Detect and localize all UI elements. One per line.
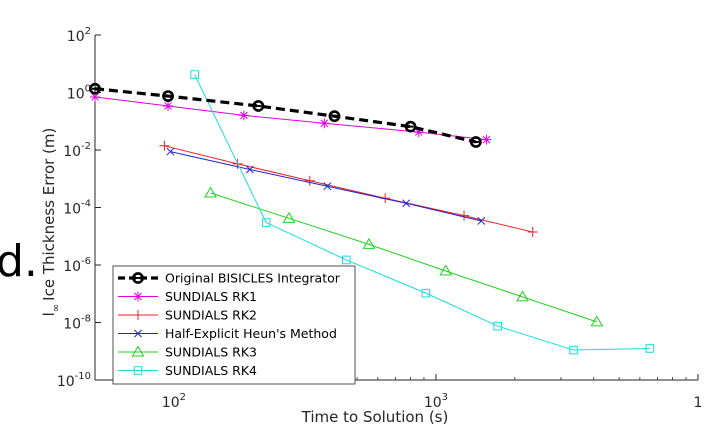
legend-marker-5	[133, 366, 143, 375]
series-line-2	[164, 145, 533, 233]
series-3-point-1	[245, 165, 254, 174]
series-layer	[89, 70, 655, 355]
series-5-point-6	[645, 344, 655, 353]
legend-label-4: SUNDIALS RK3	[165, 345, 257, 360]
series-4-point-5	[590, 315, 604, 327]
y-axis-label-main: Ice Thickness Error (m)	[40, 128, 58, 301]
x-tick-label: 102	[162, 392, 186, 411]
series-2-point-0	[159, 140, 170, 151]
series-0-point-2	[252, 100, 265, 112]
series-1-point-5	[481, 134, 492, 145]
series-3-point-2	[323, 182, 332, 191]
series-0-point-1	[162, 90, 174, 102]
series-line-5	[194, 74, 650, 351]
series-3	[166, 147, 486, 225]
legend-box	[112, 265, 356, 385]
y-tick-label: 10-2	[63, 141, 91, 160]
axes: 102 103 1 10-10 10-8 10-6 10-4 10-2 100 102	[57, 26, 703, 411]
series-line-1	[94, 96, 487, 141]
legend-label-2: SUNDIALS RK2	[165, 308, 257, 323]
series-4-point-0	[204, 186, 217, 198]
series-0-point-4	[404, 120, 417, 133]
legend-label-3: Half-Explicit Heun's Method	[165, 326, 337, 341]
y-tick-label: 100	[67, 84, 91, 103]
series-3-point-3	[402, 199, 411, 208]
y-axis-label-subscript: ∞	[51, 304, 62, 312]
series-5	[190, 70, 655, 355]
legend-label-1: SUNDIALS RK1	[165, 289, 257, 304]
legend-marker-2	[133, 310, 143, 320]
x-axis-label: Time to Solution (s)	[301, 408, 449, 426]
series-4-point-4	[516, 290, 529, 302]
series-5-point-3	[421, 288, 431, 298]
legend-marker-0	[132, 272, 144, 284]
series-0	[89, 82, 482, 148]
series-3-point-4	[477, 217, 486, 225]
series-1	[90, 91, 492, 145]
legend: Original BISICLES Integrator SUNDIALS RK1…	[112, 265, 356, 385]
series-line-4	[210, 192, 597, 323]
y-axis-label: l∞ Ice Thickness Error (m)	[40, 128, 62, 317]
x-tick-label: 1	[694, 395, 703, 411]
series-1-point-4	[413, 127, 424, 138]
series-0-point-0	[89, 82, 101, 95]
series-5-point-1	[261, 218, 271, 227]
series-2	[159, 140, 538, 238]
series-2-point-2	[304, 175, 315, 186]
series-3-point-0	[166, 147, 175, 156]
series-line-3	[170, 151, 482, 222]
panel-letter: d.	[0, 236, 38, 287]
y-axis-label-prefix: l	[40, 312, 58, 316]
y-tick-label: 10-10	[57, 371, 91, 390]
series-5-point-0	[190, 70, 199, 79]
y-tick-label: 10-6	[63, 256, 91, 275]
y-tick-label: 10-4	[63, 199, 91, 218]
series-4-point-1	[282, 211, 296, 223]
series-0-point-3	[328, 110, 341, 123]
series-5-point-4	[493, 321, 502, 331]
series-0-point-5	[469, 136, 482, 148]
y-tick-label: 102	[67, 26, 91, 45]
series-line-0	[94, 87, 477, 144]
series-1-point-1	[163, 100, 174, 111]
legend-label-5: SUNDIALS RK4	[165, 363, 257, 378]
series-2-point-5	[527, 227, 538, 238]
series-4-point-2	[362, 237, 376, 249]
series-5-point-2	[342, 255, 351, 265]
y-tick-label: 10-8	[63, 314, 91, 333]
legend-marker-4	[131, 345, 145, 357]
x-tick-label: 103	[424, 392, 448, 411]
legend-marker-3	[134, 329, 142, 338]
series-1-point-2	[238, 110, 249, 121]
legend-label-0: Original BISICLES Integrator	[165, 271, 341, 286]
series-4	[204, 186, 604, 327]
series-1-point-3	[319, 118, 330, 129]
series-4-point-3	[439, 264, 453, 276]
series-5-point-5	[569, 345, 578, 355]
legend-marker-1	[133, 291, 143, 302]
series-1-point-0	[90, 91, 100, 102]
